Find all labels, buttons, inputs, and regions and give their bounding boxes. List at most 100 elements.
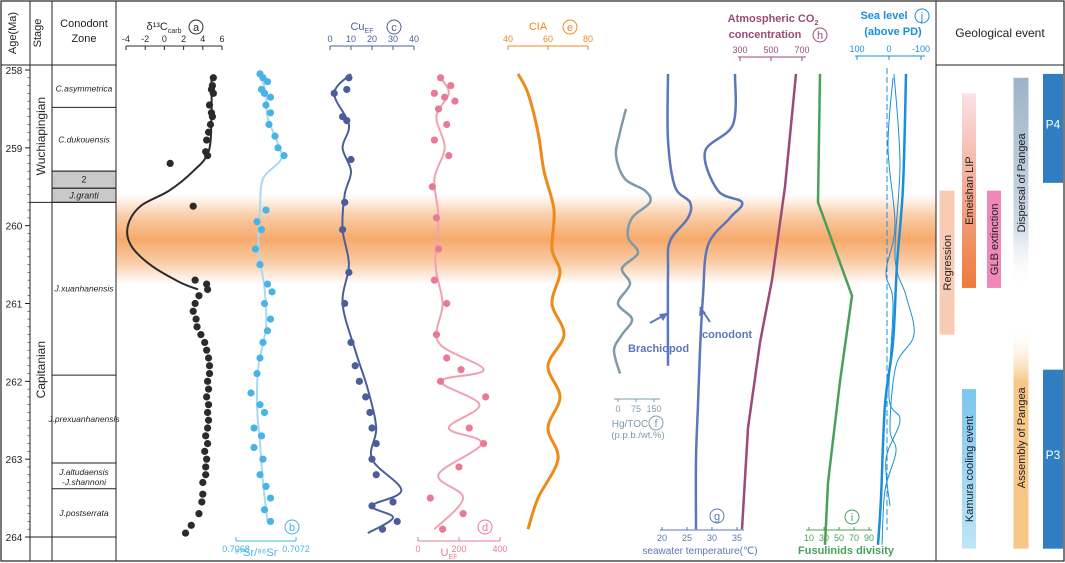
data-point-a [202, 463, 210, 471]
panel-letter-circle [188, 19, 204, 35]
panel-tick-label: 0 [162, 34, 167, 44]
data-point-b [268, 288, 276, 296]
data-point-d [441, 93, 449, 101]
data-point-b [251, 245, 260, 253]
data-point-d [457, 366, 465, 374]
data-point-a [195, 510, 203, 518]
hg-toc-curve [612, 108, 652, 374]
data-point-b [266, 109, 275, 117]
data-point-b [262, 101, 270, 109]
panel-tick-label: 0 [327, 34, 332, 44]
data-point-a [203, 346, 211, 354]
panel-tick-label: 0 [415, 544, 420, 554]
data-point-b [260, 299, 269, 308]
data-point-a [191, 299, 199, 308]
data-point-a [198, 498, 206, 506]
age-tick-label: 264 [6, 533, 23, 544]
data-point-b [257, 432, 266, 440]
data-point-b [260, 89, 269, 97]
panel-tick-label: -2 [141, 34, 149, 44]
panel-letter-circle [648, 415, 664, 431]
data-point-d [482, 393, 490, 401]
zone-label: 2 [81, 175, 86, 185]
data-point-a [202, 471, 210, 479]
zone-header-2: Zone [71, 33, 96, 45]
highlight-band [116, 194, 936, 285]
data-point-a [202, 432, 210, 440]
panel-tick-label: 4 [200, 34, 205, 44]
panel-letter: d [482, 522, 488, 534]
data-point-a [204, 385, 213, 393]
data-point-b [253, 218, 261, 226]
panel-tick-label: 80 [583, 34, 593, 44]
data-point-d [480, 440, 488, 448]
panel-letter-circle [477, 519, 493, 535]
event-header: Geological event [955, 26, 1045, 40]
data-point-a [201, 447, 209, 455]
data-point-a [209, 74, 217, 82]
co2-title-2: concentration [729, 29, 802, 41]
data-point-b [271, 132, 279, 140]
data-point-d [426, 494, 434, 502]
zone-label: J.xuanhanensis [53, 284, 114, 294]
data-point-c [345, 268, 353, 276]
data-point-b [263, 327, 272, 335]
temp-tick-label: 20 [657, 533, 667, 543]
data-point-d [428, 183, 436, 191]
data-point-b [253, 369, 261, 378]
zone-label: J.altudaensis [58, 467, 109, 477]
data-point-d [434, 105, 443, 113]
data-point-d [436, 74, 445, 82]
data-point-a [204, 440, 212, 448]
co2-tick-label: 700 [794, 45, 809, 55]
data-point-d [443, 299, 451, 308]
data-point-a [204, 354, 213, 362]
data-point-a [204, 377, 212, 385]
panel-letter: c [391, 22, 397, 34]
hg-tick-label: 0 [615, 404, 620, 414]
panel-letter: e [567, 22, 573, 34]
data-point-b [256, 354, 264, 362]
data-point-a [205, 362, 214, 370]
data-point-b [256, 471, 264, 479]
data-point-b [247, 389, 255, 397]
data-point-c [355, 377, 363, 385]
data-point-a [205, 369, 214, 378]
data-point-d [430, 136, 438, 144]
data-point-d [451, 97, 459, 105]
data-point-d [436, 377, 445, 385]
panel-title: CIA [529, 21, 548, 33]
series-curve-d [433, 77, 485, 530]
fusulinid-tick-label: 70 [849, 533, 859, 543]
event-bar [1013, 326, 1029, 549]
data-point-a [192, 315, 200, 323]
panel-tick-label: 0.7072 [282, 544, 310, 554]
data-point-d [443, 120, 451, 129]
data-point-a [189, 307, 197, 315]
event-label: Assembly of Pangea [1016, 386, 1028, 488]
event-label: Regression [942, 235, 954, 291]
panel-tick-label: 2 [181, 34, 186, 44]
data-point-c [362, 393, 370, 401]
sea-level-tick-label: 100 [849, 44, 864, 54]
data-point-b [262, 482, 270, 491]
panel-letter-circle [562, 19, 578, 35]
zone-label: J.postserrata [58, 508, 108, 518]
sea-level-curve-2 [881, 73, 915, 545]
panel-tick-label: 60 [543, 34, 553, 44]
data-point-a [208, 113, 216, 121]
data-point-b [266, 517, 275, 526]
data-point-a [204, 128, 213, 136]
fusulinid-curve [816, 73, 854, 545]
data-point-c [372, 471, 380, 479]
data-point-a [187, 521, 195, 529]
data-point-a [203, 455, 211, 463]
panel-letter: i [851, 512, 853, 524]
data-point-a [193, 323, 201, 331]
panel-tick-label: 30 [388, 34, 398, 44]
event-bar [1043, 73, 1063, 183]
data-point-d [443, 354, 451, 362]
age-tick-label: 262 [6, 377, 23, 388]
panel-letter: f [654, 418, 658, 430]
